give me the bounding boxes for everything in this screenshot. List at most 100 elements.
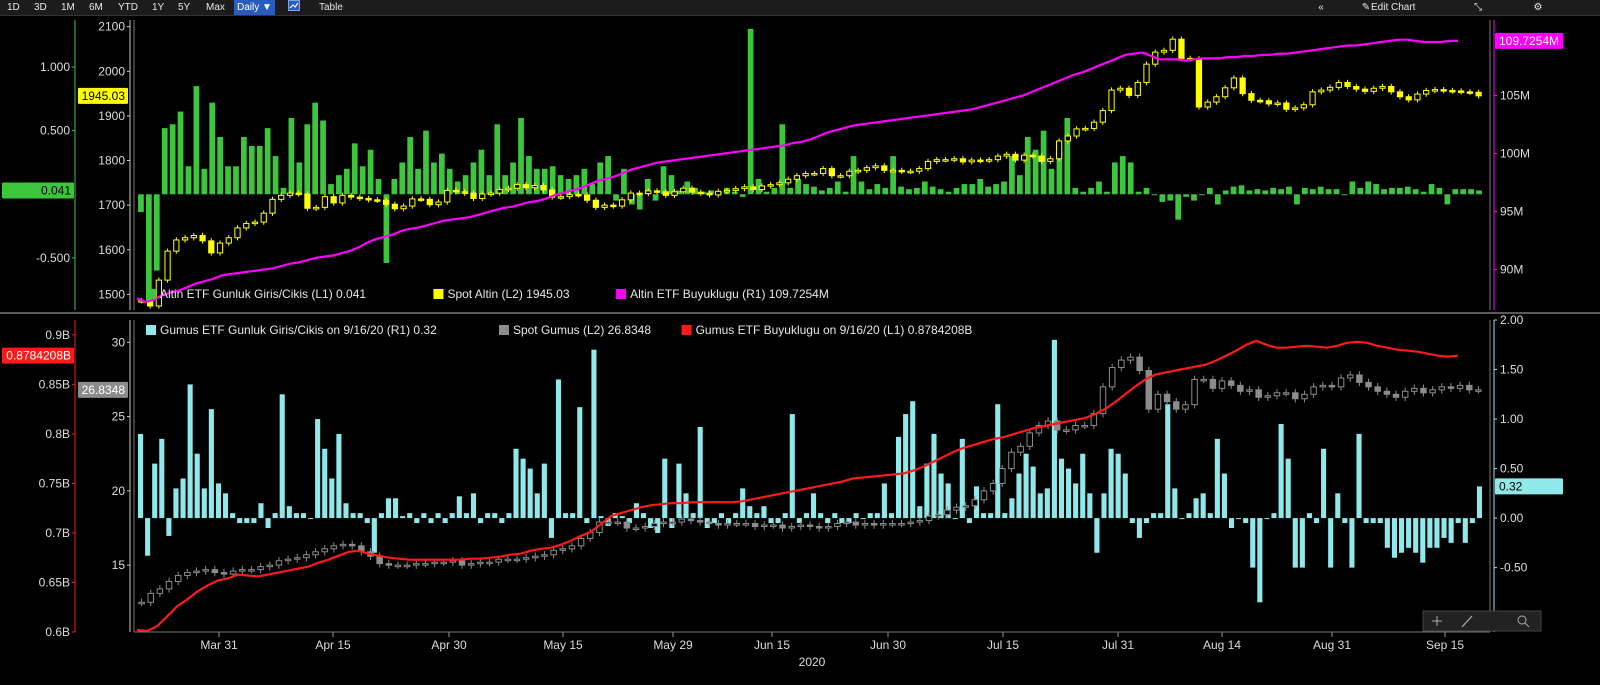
double-chevron-left-icon[interactable]: « [1318, 2, 1324, 13]
silver-price-candle [944, 506, 951, 519]
silver-flow-bar [1186, 513, 1192, 519]
silver-candle-body [495, 558, 502, 563]
gold-candle-body [225, 237, 232, 244]
range-1m-button[interactable]: 1M [61, 2, 75, 13]
silver-candle-body [651, 523, 658, 528]
silver-candle-body [605, 521, 612, 525]
gold-l2-tick-label: 1700 [98, 198, 125, 212]
gold-flow-bar [375, 178, 382, 195]
silver-flow-bar [1250, 518, 1256, 568]
gold-flow-bar [937, 189, 944, 195]
gold-candle-body [452, 189, 460, 193]
gold-price-candle [365, 195, 372, 203]
gold-flow-bar [407, 137, 414, 195]
range-ytd-button[interactable]: YTD [118, 2, 138, 13]
gold-l2-tick-label: 1800 [98, 154, 125, 168]
silver-price-candle [861, 519, 869, 529]
silver-l1-tick-label: 0.8B [45, 427, 70, 441]
range-3d-button[interactable]: 3D [34, 2, 47, 13]
silver-flow-bar [407, 513, 413, 519]
silver-r1-tick-label: 0.00 [1500, 511, 1524, 525]
range-6m-button[interactable]: 6M [89, 2, 103, 13]
table-button[interactable]: Table [319, 2, 343, 13]
x-axis-tick-label: Jul 15 [987, 638, 1019, 652]
gold-candle-body [1257, 99, 1264, 103]
silver-flow-bar [988, 513, 994, 519]
gold-price-candle [889, 167, 897, 174]
gold-candle-body [479, 193, 486, 199]
gold-flow-bar [589, 184, 596, 195]
gold-price-candle [1326, 84, 1334, 93]
silver-flow-bar [995, 404, 1001, 519]
silver-flow-bar [286, 506, 292, 519]
pencil-icon[interactable]: ✎ [1361, 2, 1371, 13]
silver-flow-bar [393, 498, 399, 519]
silver-candle-body [202, 569, 209, 572]
silver-price-candle [825, 522, 832, 532]
gold-candle-body [1318, 89, 1325, 93]
silver-price-candle [889, 519, 896, 528]
range-max-button[interactable]: Max [206, 2, 225, 13]
silver-badge-text: 0.8784208B [6, 349, 71, 363]
edit-chart-button[interactable]: Edit Chart [1371, 2, 1416, 13]
silver-badge-bg [2, 347, 74, 364]
x-axis-tick-label: May 29 [653, 638, 693, 652]
silver-flow-bar [662, 458, 668, 519]
line-chart-icon[interactable] [284, 0, 304, 15]
gold-price-candle [671, 189, 678, 199]
gold-flow-bar [1404, 186, 1411, 195]
gold-flow-bar [874, 184, 881, 195]
gold-price-candle [286, 190, 294, 199]
gold-flow-bar [605, 156, 611, 195]
gold-candle-body [793, 175, 801, 180]
gold-flow-bar [1143, 187, 1150, 195]
silver-price-candle [568, 542, 576, 553]
gold-candle-body [1038, 155, 1045, 162]
range-1y-button[interactable]: 1Y [152, 2, 165, 13]
gold-candle-body [1029, 154, 1036, 158]
gold-candle-body [933, 159, 940, 162]
gold-flow-bar [1294, 194, 1300, 205]
gold-candle-body [514, 184, 521, 189]
silver-candle-body [1026, 432, 1034, 447]
gold-r1-tick-label: 105M [1500, 88, 1530, 102]
gold-candle-body [1274, 102, 1281, 105]
silver-flow-bar [725, 518, 732, 524]
draw-line-stroke [1461, 615, 1473, 628]
gold-price-candle [356, 194, 363, 202]
gold-flow-bar [209, 102, 216, 195]
gold-candle-body [697, 191, 704, 195]
gold-flow-bar [1072, 187, 1079, 195]
silver-candle-body [330, 545, 338, 550]
gold-flow-bar [771, 187, 778, 195]
gold-candle-body [854, 169, 862, 173]
gold-price-candle [575, 191, 582, 198]
silver-l2-tick-label: 15 [112, 558, 126, 572]
gear-icon[interactable]: ⚙ [1533, 2, 1543, 13]
silver-flow-bar [315, 419, 321, 519]
gold-price-candle [732, 185, 739, 194]
frequency-dropdown[interactable]: Daily ▼ [234, 0, 275, 15]
gold-candle-body [470, 192, 477, 199]
gold-flow-bar [953, 187, 960, 195]
gold-candle-body [417, 198, 425, 201]
silver-candle-body [733, 523, 740, 526]
gold-candle-body [356, 196, 363, 200]
gold-candle-body [706, 192, 713, 196]
gold-legend: Altin ETF Gunluk Giris/Cikis (L1) 0.041 S… [146, 287, 829, 301]
zoom-lens [1517, 615, 1527, 625]
close-icon[interactable]: ⤡ [1474, 2, 1482, 13]
range-5y-button[interactable]: 5Y [178, 2, 191, 13]
silver-candle-body [1182, 404, 1189, 410]
silver-flow-bar [329, 478, 335, 519]
silver-candle-body [403, 564, 411, 568]
silver-price-candle [980, 487, 988, 504]
silver-candle-body [477, 561, 484, 565]
gold-flow-bar [478, 149, 485, 195]
range-1d-button[interactable]: 1D [7, 2, 20, 13]
gold-candle-body [1414, 93, 1421, 101]
silver-price-candle [486, 558, 493, 566]
silver-flow-bar [1129, 518, 1135, 524]
gold-price-candle [1283, 100, 1290, 112]
silver-flow-bar [1469, 518, 1475, 524]
